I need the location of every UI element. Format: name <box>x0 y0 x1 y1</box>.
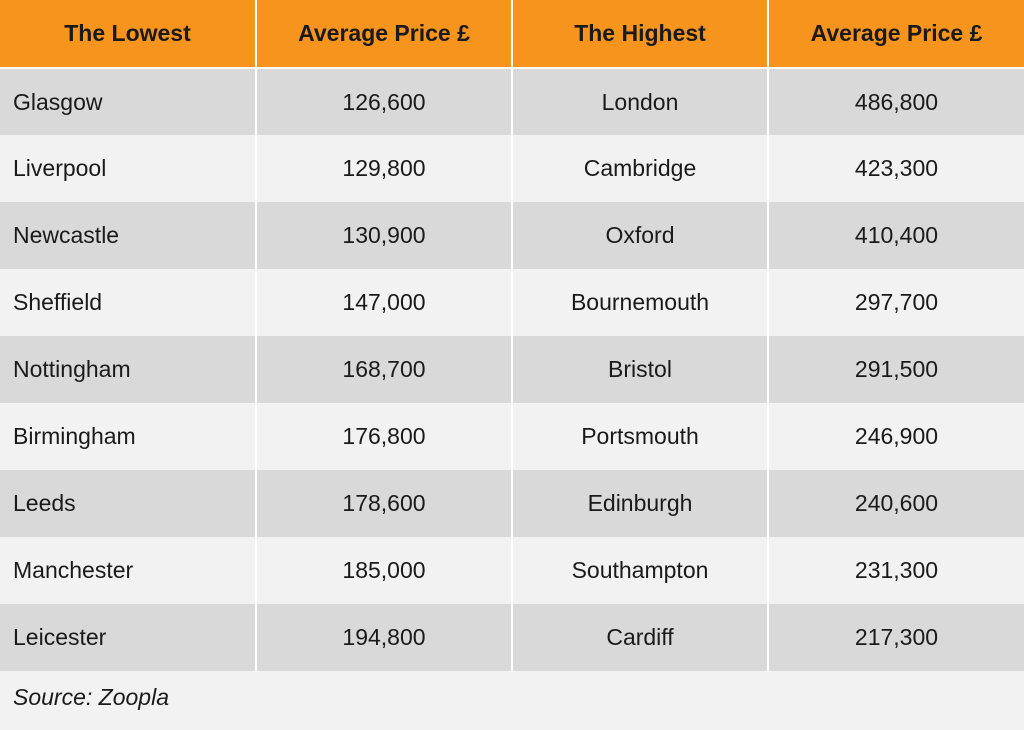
high-city-cell: Bristol <box>512 336 769 403</box>
table-row: Birmingham 176,800 Portsmouth 246,900 <box>0 403 1024 470</box>
low-city-cell: Leeds <box>0 470 257 537</box>
low-price-cell: 176,800 <box>256 403 513 470</box>
high-city-cell: Cardiff <box>512 604 769 671</box>
header-highest-price: Average Price £ <box>768 0 1024 69</box>
high-price-cell: 486,800 <box>768 68 1024 135</box>
source-note: Source: Zoopla <box>13 684 169 710</box>
high-city-cell: Bournemouth <box>512 269 769 336</box>
low-city-cell: Manchester <box>0 537 257 604</box>
high-price-cell: 231,300 <box>768 537 1024 604</box>
table-header-row: The Lowest Average Price £ The Highest A… <box>0 0 1024 69</box>
low-price-cell: 185,000 <box>256 537 513 604</box>
table-row: Manchester 185,000 Southampton 231,300 <box>0 537 1024 604</box>
table-row: Glasgow 126,600 London 486,800 <box>0 68 1024 135</box>
low-price-cell: 147,000 <box>256 269 513 336</box>
table-body: Glasgow 126,600 London 486,800 Liverpool… <box>0 68 1024 671</box>
low-city-cell: Nottingham <box>0 336 257 403</box>
table-row: Newcastle 130,900 Oxford 410,400 <box>0 202 1024 269</box>
high-price-cell: 423,300 <box>768 135 1024 202</box>
high-price-cell: 291,500 <box>768 336 1024 403</box>
low-price-cell: 178,600 <box>256 470 513 537</box>
low-price-cell: 126,600 <box>256 68 513 135</box>
high-city-cell: Edinburgh <box>512 470 769 537</box>
low-price-cell: 194,800 <box>256 604 513 671</box>
header-lowest: The Lowest <box>0 0 257 69</box>
low-price-cell: 130,900 <box>256 202 513 269</box>
low-city-cell: Birmingham <box>0 403 257 470</box>
low-city-cell: Newcastle <box>0 202 257 269</box>
high-city-cell: Oxford <box>512 202 769 269</box>
high-price-cell: 217,300 <box>768 604 1024 671</box>
high-city-cell: Southampton <box>512 537 769 604</box>
high-city-cell: Portsmouth <box>512 403 769 470</box>
high-city-cell: Cambridge <box>512 135 769 202</box>
table-row: Leeds 178,600 Edinburgh 240,600 <box>0 470 1024 537</box>
high-price-cell: 297,700 <box>768 269 1024 336</box>
house-price-table: The Lowest Average Price £ The Highest A… <box>0 0 1024 671</box>
low-price-cell: 168,700 <box>256 336 513 403</box>
table-row: Liverpool 129,800 Cambridge 423,300 <box>0 135 1024 202</box>
table-row: Nottingham 168,700 Bristol 291,500 <box>0 336 1024 403</box>
high-price-cell: 246,900 <box>768 403 1024 470</box>
high-price-cell: 410,400 <box>768 202 1024 269</box>
low-city-cell: Leicester <box>0 604 257 671</box>
low-city-cell: Sheffield <box>0 269 257 336</box>
high-city-cell: London <box>512 68 769 135</box>
header-highest: The Highest <box>512 0 769 69</box>
low-city-cell: Glasgow <box>0 68 257 135</box>
header-lowest-price: Average Price £ <box>256 0 513 69</box>
low-city-cell: Liverpool <box>0 135 257 202</box>
table-row: Sheffield 147,000 Bournemouth 297,700 <box>0 269 1024 336</box>
high-price-cell: 240,600 <box>768 470 1024 537</box>
low-price-cell: 129,800 <box>256 135 513 202</box>
table-row: Leicester 194,800 Cardiff 217,300 <box>0 604 1024 671</box>
